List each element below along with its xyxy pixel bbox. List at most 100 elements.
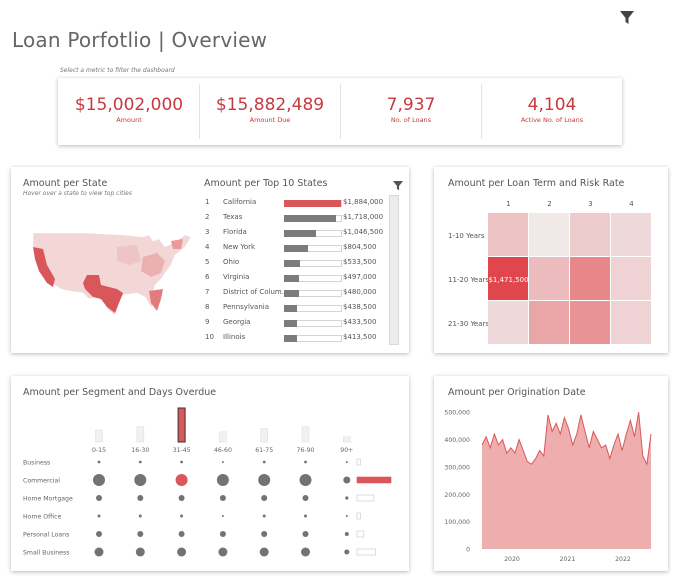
state-name[interactable]: Georgia xyxy=(223,318,251,326)
funnel-icon[interactable] xyxy=(393,176,403,195)
segment-dot xyxy=(258,474,271,486)
segment-dot xyxy=(262,514,266,518)
state-name[interactable]: Pennsylvania xyxy=(223,303,269,311)
segment-dot xyxy=(96,495,102,501)
state-name[interactable]: Illinois xyxy=(223,333,246,341)
heatmap-cell xyxy=(611,213,651,256)
segment-dot xyxy=(344,549,350,555)
state-rank: 9 xyxy=(205,318,210,326)
state-rank: 10 xyxy=(205,333,214,341)
us-map[interactable] xyxy=(25,227,197,317)
state-name[interactable]: Virginia xyxy=(223,273,250,281)
segment-dot xyxy=(219,531,226,537)
segment-row-bar xyxy=(356,476,392,484)
state-bar[interactable] xyxy=(284,305,298,312)
top-states-scrollbar[interactable] xyxy=(389,195,399,345)
origination-title: Amount per Origination Date xyxy=(448,387,586,398)
segment-column-bar xyxy=(95,429,103,443)
segment-chart: 0-15 16-30 31-45 46-60 61-75 76-90 90+ Business… xyxy=(23,407,392,557)
state-value: $433,500 xyxy=(343,318,377,326)
heatmap-title: Amount per Loan Term and Risk Rate xyxy=(448,178,625,189)
funnel-icon[interactable] xyxy=(620,10,634,29)
state-name[interactable]: Ohio xyxy=(223,258,240,266)
map-state-east xyxy=(141,253,165,277)
segment-row-label: Home Mortgage xyxy=(23,496,73,503)
state-bar[interactable] xyxy=(284,200,341,207)
segment-column-bar xyxy=(136,426,145,443)
page-title: Loan Porfotlio | Overview xyxy=(12,28,268,52)
state-name[interactable]: New York xyxy=(223,243,256,251)
state-name[interactable]: California xyxy=(223,198,257,206)
segment-dot xyxy=(304,460,307,464)
origination-area-chart: 500,000 400,000 300,000 200,000 100,000 0 2020… xyxy=(444,410,652,563)
segment-dot xyxy=(261,531,268,537)
segment-row-label: Personal Loans xyxy=(23,532,69,539)
kpi-card: $15,002,000 Amount $15,882,489 Amount Du… xyxy=(58,78,622,145)
state-rank: 5 xyxy=(205,258,210,266)
state-bar[interactable] xyxy=(284,335,297,342)
segment-dot xyxy=(343,476,351,484)
state-value: $497,000 xyxy=(343,273,377,281)
kpi-active-loans-value[interactable]: 4,104 xyxy=(527,95,577,115)
segment-row-label: Business xyxy=(23,460,50,467)
filter-hint: Select a metric to filter the dashboard xyxy=(60,67,175,74)
kpi-loans-label: No. of Loans xyxy=(390,116,432,124)
segment-row-bar xyxy=(356,512,361,520)
segment-dot xyxy=(219,495,226,501)
segment-dot xyxy=(345,461,348,463)
map-state-florida xyxy=(149,289,163,311)
segment-column-label: 16-30 xyxy=(131,447,149,454)
state-card: Amount per State Hover over a state to v… xyxy=(11,167,409,353)
state-bar[interactable] xyxy=(284,320,298,327)
segment-dot xyxy=(302,531,309,537)
state-value: $1,718,000 xyxy=(343,213,384,221)
segment-dot xyxy=(96,531,102,537)
segment-row-label: Home Office xyxy=(23,514,61,521)
heatmap-row-label: 1-10 Years xyxy=(448,232,485,240)
segment-row-bar xyxy=(356,458,361,466)
segment-dot xyxy=(216,474,229,486)
segment-dot xyxy=(302,495,309,501)
segment-column-bar xyxy=(301,426,310,443)
heatmap-cell xyxy=(529,257,569,300)
segment-dot xyxy=(134,474,147,486)
heatmap-cell xyxy=(570,257,610,300)
state-name[interactable]: Florida xyxy=(223,228,247,236)
segment-row-label: Small Business xyxy=(23,550,69,557)
segment-dot xyxy=(301,547,310,557)
segment-dot xyxy=(345,496,349,500)
kpi-divider xyxy=(481,84,482,139)
state-value: $438,500 xyxy=(343,303,377,311)
top-states-title: Amount per Top 10 States xyxy=(204,178,328,189)
state-bar[interactable] xyxy=(284,215,336,222)
heatmap-row-label: 11-20 Years xyxy=(448,276,489,284)
segment-dot xyxy=(138,514,142,518)
kpi-amount-label: Amount xyxy=(116,116,142,124)
state-bar[interactable] xyxy=(284,275,299,282)
map-state-texas xyxy=(83,275,123,313)
segment-dot xyxy=(221,461,224,463)
segment-dot xyxy=(259,547,269,557)
segment-dot xyxy=(178,531,185,537)
state-name[interactable]: District of Colum.. xyxy=(223,288,287,296)
state-value: $480,000 xyxy=(343,288,377,296)
area-x-tick: 2021 xyxy=(560,556,576,563)
segment-dot xyxy=(178,495,185,501)
segment-dot xyxy=(177,547,187,557)
state-bar[interactable] xyxy=(284,230,316,237)
state-bar[interactable] xyxy=(284,290,299,297)
segment-column-label: 0-15 xyxy=(92,447,106,454)
segment-row-bar xyxy=(356,548,377,556)
area-y-tick: 100,000 xyxy=(444,519,470,526)
segment-column-label: 31-45 xyxy=(173,447,191,454)
kpi-loans-value[interactable]: 7,937 xyxy=(386,95,436,115)
state-bar[interactable] xyxy=(284,245,309,252)
segment-dot xyxy=(345,515,348,517)
kpi-amount-due-value[interactable]: $15,882,489 xyxy=(215,95,325,115)
origination-card: Amount per Origination Date 500,000 400,0… xyxy=(434,376,668,571)
heatmap-cell xyxy=(488,213,528,256)
state-bar[interactable] xyxy=(284,260,301,267)
kpi-amount-value[interactable]: $15,002,000 xyxy=(74,95,184,115)
area-y-tick: 500,000 xyxy=(444,410,470,417)
state-name[interactable]: Texas xyxy=(223,213,243,221)
